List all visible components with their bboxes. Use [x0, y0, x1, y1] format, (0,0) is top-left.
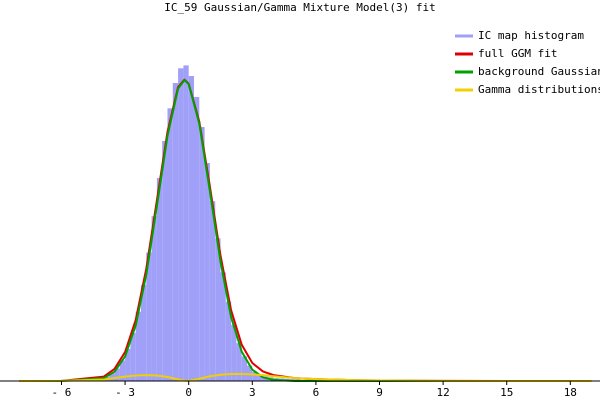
histogram-bar: [231, 324, 237, 381]
histogram-bar: [209, 201, 216, 381]
histogram-bar: [109, 373, 115, 381]
x-tick-label: 18: [564, 386, 577, 399]
x-tick-label: 12: [436, 386, 449, 399]
histogram-bar: [130, 332, 136, 381]
histogram-bar: [125, 349, 131, 381]
x-tick-label: 0: [185, 386, 192, 399]
legend-label: full GGM fit: [478, 47, 557, 60]
histogram-bar: [140, 284, 147, 381]
histogram-bar: [114, 368, 120, 381]
histogram-bar: [167, 108, 173, 381]
histogram-bar: [162, 140, 168, 381]
histogram-bar: [193, 96, 200, 381]
x-tick-label: - 3: [115, 386, 135, 399]
histogram-bar: [241, 356, 247, 381]
histogram-bar: [225, 301, 232, 381]
chart-title: IC_59 Gaussian/Gamma Mixture Model(3) fi…: [164, 1, 436, 14]
histogram-bar: [257, 375, 263, 381]
x-tick-label: 15: [500, 386, 513, 399]
histogram-bar: [204, 163, 210, 381]
legend-label: background Gaussian: [478, 65, 600, 78]
x-tick-label: 6: [313, 386, 320, 399]
x-tick-label: 9: [376, 386, 383, 399]
histogram-bar: [215, 238, 221, 381]
fit-line: [19, 78, 592, 382]
legend-label: IC map histogram: [478, 29, 584, 42]
histogram-bar: [236, 343, 242, 381]
histogram-bar: [188, 76, 194, 381]
histogram-bar: [178, 68, 184, 381]
histogram-bar: [172, 82, 179, 381]
histogram-bar: [135, 311, 141, 381]
histogram-bar: [246, 365, 253, 381]
histogram-bar: [183, 65, 189, 381]
x-tick-label: - 6: [52, 386, 72, 399]
histogram-bar: [252, 371, 258, 381]
x-tick-label: 3: [249, 386, 256, 399]
histogram-bar: [220, 272, 226, 381]
histogram-bar: [156, 178, 163, 381]
histogram-bar: [151, 216, 157, 381]
fit-line: [19, 79, 592, 382]
histogram-bar: [146, 252, 152, 381]
fit-line: [19, 373, 592, 382]
histogram-bar: [199, 127, 205, 381]
histogram-bar: [119, 360, 126, 381]
legend-label: Gamma distributions: [478, 83, 600, 96]
